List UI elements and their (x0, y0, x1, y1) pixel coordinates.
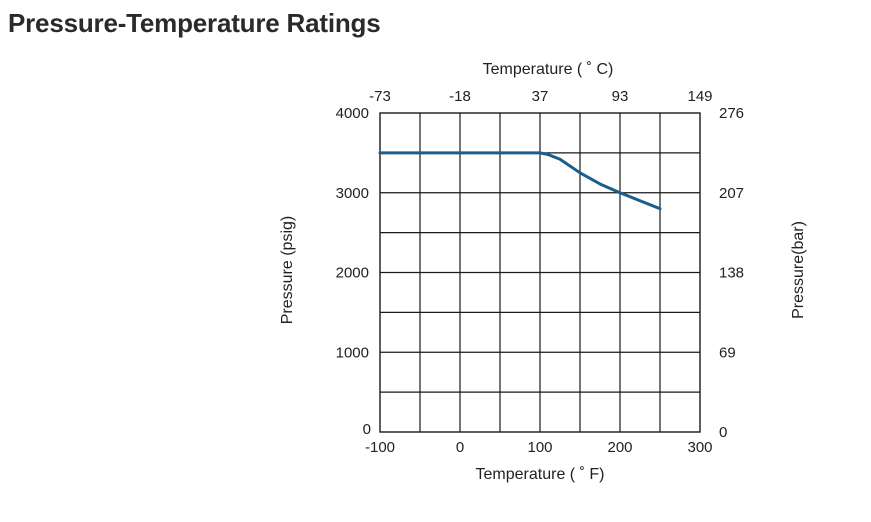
x2-tick-label: -18 (449, 88, 471, 105)
chart-series (378, 151, 662, 211)
y2-tick-label: 69 (719, 344, 736, 361)
x2-tick-label: 37 (532, 88, 549, 105)
x-tick-label: 0 (456, 439, 464, 456)
y-axis-title: Pressure (psig) (279, 216, 296, 324)
y2-tick-label: 0 (719, 424, 727, 441)
x-tick-label: 100 (527, 439, 552, 456)
x2-axis-title: Temperature ( ˚ C) (483, 61, 614, 78)
y2-tick-label: 138 (719, 265, 744, 282)
page-title: Pressure-Temperature Ratings (8, 8, 381, 38)
y-tick-label: 4000 (336, 105, 369, 122)
x-tick-label: 300 (687, 439, 712, 456)
x-tick-label: -100 (365, 439, 395, 456)
y2-axis-title: Pressure(bar) (790, 221, 807, 319)
y2-tick-label: 207 (719, 185, 744, 202)
chart-frame (379, 112, 701, 433)
x2-tick-label: 149 (687, 88, 712, 105)
y2-tick-label: 276 (719, 105, 744, 122)
series-line-pressure-rating (378, 151, 662, 211)
x-axis-title: Temperature ( ˚ F) (476, 466, 605, 483)
x2-tick-label: 93 (612, 88, 629, 105)
plot-frame (379, 112, 701, 433)
chart-grid (380, 113, 700, 432)
y-tick-label: 0 (363, 421, 371, 438)
x2-tick-label: -73 (369, 88, 391, 105)
y-tick-label: 1000 (336, 344, 369, 361)
x-tick-label: 200 (607, 439, 632, 456)
chart-ticks: -100 0 100 200 300-73 -18 37 93 1490100020003000… (336, 88, 744, 456)
y-tick-label: 3000 (336, 185, 369, 202)
y-tick-label: 2000 (336, 265, 369, 282)
